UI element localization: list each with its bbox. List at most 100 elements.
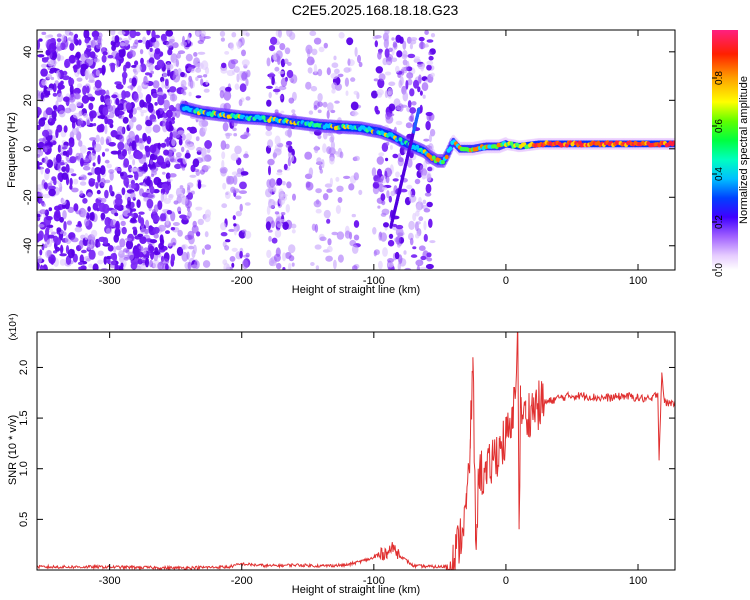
- spectrogram-noise-dot: [108, 260, 117, 266]
- spectrogram-noise-dot: [74, 226, 83, 233]
- spectrogram-noise-dot: [326, 67, 331, 76]
- spectrogram-noise-dot: [48, 188, 56, 197]
- spectrogram-noise-dot: [45, 92, 51, 96]
- spectrogram-noise-dot: [416, 203, 422, 213]
- spectrogram-noise-dot: [57, 104, 63, 110]
- spectrogram-noise-dot: [244, 230, 252, 239]
- spectrogram-ridge: [179, 100, 675, 168]
- spectrogram-noise-dot: [170, 211, 176, 222]
- spectrogram-noise-dot: [82, 158, 90, 163]
- spectrogram-noise-dot: [60, 160, 65, 164]
- spectrogram-noise-dot: [129, 30, 137, 39]
- spectrogram-noise-dot: [111, 45, 116, 51]
- spectrogram-noise-dot: [414, 178, 421, 185]
- spectrogram-noise-dot: [339, 151, 344, 159]
- spectrogram-noise-dot: [280, 110, 285, 114]
- spectrogram-noise-dot: [315, 265, 320, 270]
- spectrogram-noise-dot: [226, 175, 235, 185]
- spectrogram-noise-dot: [137, 85, 142, 94]
- spectrogram-noise-dot: [400, 188, 408, 193]
- spectrogram-noise-dot: [129, 145, 133, 152]
- spectrogram-noise-dot: [221, 203, 228, 209]
- spectrogram-noise-dot: [138, 211, 145, 215]
- snr-y-tick-label: 1.5: [18, 410, 30, 425]
- spectrogram-noise-dot: [75, 101, 82, 107]
- spectrogram-noise-dot: [157, 142, 161, 151]
- spectrogram-noise-dot: [125, 239, 134, 250]
- spectrogram-noise-dot: [268, 91, 272, 99]
- spectrogram-noise-dot: [47, 182, 53, 188]
- spectrogram-noise-dot: [199, 169, 205, 175]
- spectrogram-noise-dot: [170, 253, 176, 262]
- spectrogram-noise-dot: [288, 255, 295, 262]
- spectrogram-noise-dot: [106, 163, 112, 169]
- spectrogram-noise-dot: [349, 239, 357, 247]
- spectrogram-noise-dot: [171, 138, 176, 147]
- spectrogram-noise-dot: [418, 245, 426, 251]
- spectrogram-noise-dot: [239, 181, 247, 190]
- spectrogram-noise-dot: [309, 30, 317, 36]
- spectrogram-noise-dot: [179, 214, 187, 219]
- spectrogram-noise-dot: [100, 165, 106, 176]
- spectrogram-noise-dot: [78, 140, 83, 147]
- spectrogram-noise-dot: [181, 146, 185, 153]
- spectrogram-noise-dot: [333, 259, 337, 270]
- spectrogram-noise-dot: [317, 68, 323, 77]
- spectrogram-noise-dot: [392, 43, 397, 48]
- spectrogram-noise-dot: [104, 148, 110, 152]
- spectrogram-noise-dot: [52, 92, 58, 97]
- spectrogram-noise-dot: [79, 144, 87, 154]
- spectrogram-noise-dot: [144, 179, 151, 186]
- spectrogram-noise-dot: [353, 220, 360, 228]
- spectrogram-noise-dot: [37, 160, 40, 169]
- spectrogram-noise-dot: [350, 77, 356, 82]
- spectrogram-noise-dot: [399, 76, 404, 86]
- spectrogram-noise-dot: [82, 162, 90, 167]
- spectrogram-noise-dot: [220, 232, 228, 237]
- spectrogram-noise-dot: [121, 90, 127, 100]
- spectrogram-noise-dot: [423, 208, 431, 213]
- spectrogram-noise-dot: [38, 138, 47, 142]
- spectrogram-noise-dot: [38, 230, 44, 241]
- spectrogram-noise-dot: [327, 238, 332, 246]
- spectrogram-noise-dot: [203, 74, 208, 78]
- spectrogram-noise-dot: [104, 124, 108, 135]
- spectrogram-noise-dot: [82, 85, 87, 96]
- spectrogram-noise-dot: [233, 66, 240, 73]
- spectrogram-noise-dot: [275, 217, 283, 228]
- spectrogram-noise-dot: [385, 111, 391, 120]
- spectrogram-noise-dot: [149, 159, 153, 165]
- snr-background: [37, 332, 675, 570]
- spectrogram-noise-dot: [171, 116, 175, 121]
- spectrogram-noise-dot: [44, 156, 49, 165]
- spectrogram-noise-dot: [160, 192, 164, 203]
- spectrogram-noise-dot: [185, 133, 192, 141]
- spectrogram-noise-dot: [46, 88, 53, 92]
- spectrogram-noise-dot: [425, 183, 432, 194]
- spectrogram-noise-dot: [165, 30, 174, 37]
- spectrogram-noise-dot: [291, 229, 296, 234]
- spectrogram-noise-dot: [119, 134, 125, 143]
- spectrogram-noise-dot: [181, 88, 186, 95]
- spectrogram-noise-dot: [57, 144, 62, 153]
- spectrogram-noise-dot: [416, 265, 420, 270]
- spectrogram-noise-dot: [373, 174, 380, 184]
- spectrogram-noise-dot: [195, 30, 200, 37]
- spectrogram-noise-dot: [381, 208, 390, 215]
- spectrogram-noise-dot: [166, 41, 174, 48]
- spectrogram-noise-dot: [120, 172, 124, 177]
- spectrogram-noise-dot: [156, 59, 165, 69]
- spectrogram-noise-dot: [323, 42, 328, 49]
- spectrogram-noise-dot: [288, 97, 295, 104]
- spectrogram-noise-dot: [67, 37, 72, 41]
- spectrogram-noise-dot: [96, 124, 104, 133]
- spectrogram-noise-dot: [69, 84, 74, 95]
- spectrogram-noise-dot: [70, 39, 75, 44]
- spectrogram-noise-dot: [284, 129, 292, 137]
- spectrogram-noise-dot: [83, 255, 91, 262]
- snr-x-axis: -300 -200 -100 0 100: [99, 332, 647, 587]
- spectrogram-noise-dot: [226, 69, 235, 77]
- spectrogram-noise-dot: [138, 188, 145, 197]
- spectrogram-noise-dot: [119, 42, 126, 47]
- spectrogram-noise-dot: [405, 122, 413, 129]
